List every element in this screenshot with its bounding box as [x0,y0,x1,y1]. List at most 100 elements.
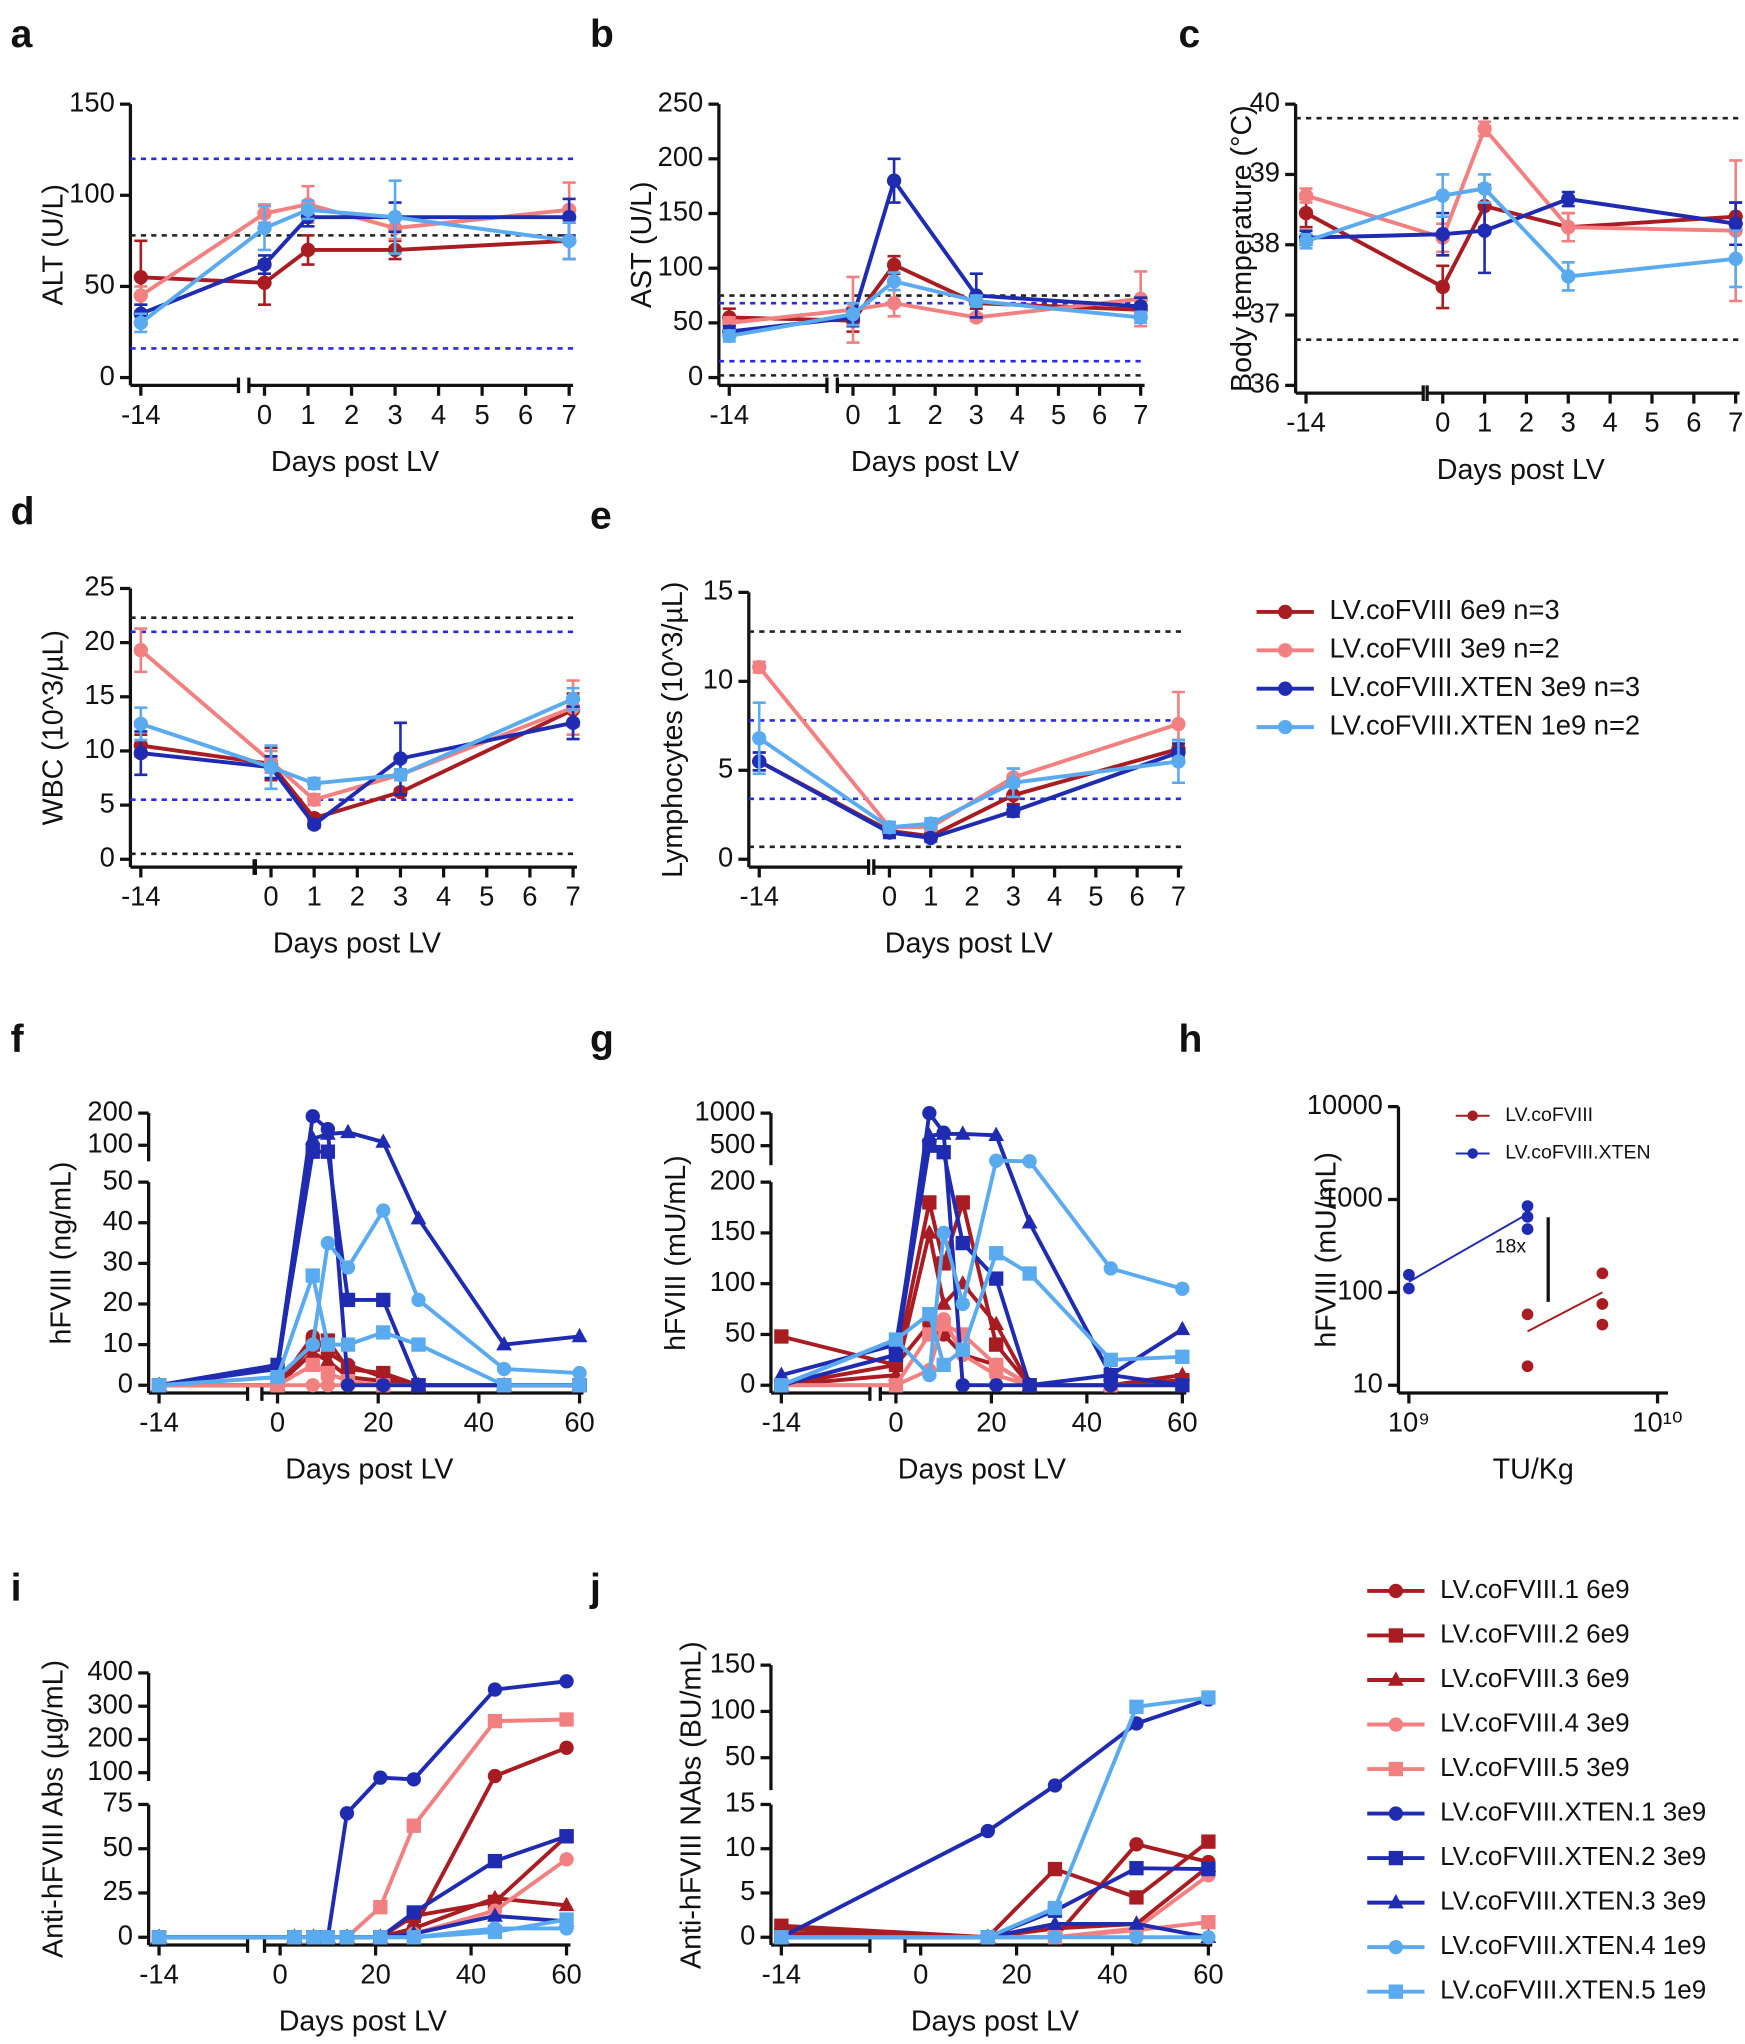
x-tick-label: 6 [1686,407,1701,438]
marker [320,1144,336,1159]
panel-label: j [589,1567,601,1610]
panel-label: i [11,1567,22,1610]
marker [1129,1890,1144,1905]
x-tick-label: 10⁹ [1388,1407,1430,1438]
y-tick-label: 15 [84,679,114,710]
y-tick-label: 50 [103,1831,133,1862]
marker [287,1930,302,1945]
y-tick-label: 20 [84,625,114,656]
marker [1133,299,1148,314]
y-tick-label: 100 [658,250,704,281]
y-axis-label: ALT (U/L) [37,184,69,305]
x-tick-label: -14 [762,1959,802,1990]
x-tick-label: 0 [270,1407,285,1438]
x-tick-label: 2 [350,881,365,912]
marker [955,1195,970,1210]
x-tick-label: 1 [1477,407,1492,438]
marker [774,1378,789,1393]
marker [888,1378,904,1393]
x-axis-label: Days post LV [285,1454,453,1486]
marker [886,296,902,311]
marker [752,659,767,675]
legend-marker [1387,1894,1404,1909]
legend-label: LV.coFVIII.1 6e9 [1440,1574,1629,1604]
marker [922,1105,937,1121]
marker [376,1325,391,1340]
y-axis-label: Anti-hFVIII NAbs (BU/mL) [675,1641,707,1969]
legend-marker [1387,1671,1404,1686]
marker [133,270,148,285]
marker [393,767,408,782]
marker [340,1260,356,1275]
x-tick-label: 5 [475,399,490,430]
marker [133,745,148,761]
x-tick-label: 60 [1193,1959,1223,1990]
legend-marker [1467,1148,1478,1159]
marker [1561,269,1576,284]
marker [1477,181,1492,196]
marker [935,1295,952,1310]
legend-marker [1388,1628,1404,1643]
point [1403,1282,1415,1295]
x-tick-label: 40 [1097,1959,1127,1990]
marker [1201,1690,1216,1705]
legend-marker [1388,1939,1404,1955]
marker [300,202,316,218]
x-tick-label: 6 [1092,399,1107,430]
y-axis-label: hFVIII (mU/mL) [660,1155,692,1351]
x-tick-label: 5 [1644,407,1659,438]
marker [559,1674,574,1689]
marker [411,1378,426,1393]
marker [1129,1699,1144,1714]
marker [1128,1915,1145,1930]
marker [133,643,148,658]
marker [1171,716,1186,732]
legend-label: LV.coFVIII 3e9 n=2 [1329,633,1559,664]
x-tick-label: 0 [882,881,897,912]
marker [1129,1837,1144,1852]
legend-label: LV.coFVIII 6e9 n=3 [1329,594,1559,625]
marker [133,288,148,303]
marker [888,1347,904,1362]
panel-label: e [590,494,612,537]
y-tick-label: 100 [69,178,115,209]
x-tick-label: 5 [1051,399,1066,430]
marker [340,1337,356,1352]
marker [565,715,581,730]
y-tick-label: 15 [725,1787,755,1818]
y-tick-label: 10000 [1307,1089,1383,1120]
y-tick-label: 200 [87,1095,133,1126]
marker [487,1682,503,1697]
x-tick-label: 3 [969,399,984,430]
legend-label: LV.coFVIII.XTEN.3 3e9 [1440,1885,1706,1915]
y-axis-label: hFVIII (mU/mL) [1311,1152,1343,1348]
point [1521,1200,1534,1212]
marker [1561,220,1576,235]
legend-marker [1388,1850,1404,1866]
marker [561,233,577,249]
x-tick-label: 20 [360,1959,390,1990]
marker [1047,1778,1063,1793]
marker [487,1924,503,1940]
x-tick-label: 20 [1001,1959,1031,1990]
x-tick-label: 0 [257,399,272,430]
y-tick-label: 10 [725,1831,755,1862]
marker [774,1329,789,1344]
x-tick-label: 4 [1603,407,1618,438]
marker [305,1337,320,1352]
x-tick-label: -14 [139,1959,179,1990]
legend-marker [1388,1984,1404,1999]
marker [882,820,897,835]
marker [886,257,902,273]
marker [561,209,577,225]
marker [306,1930,321,1945]
y-tick-label: 100 [710,1266,756,1297]
panel-label: c [1178,13,1200,56]
y-tick-label: 100 [1337,1275,1383,1306]
x-tick-label: 3 [387,399,402,430]
marker [406,1818,421,1833]
legend-label: LV.coFVIII.XTEN.5 1e9 [1440,1975,1706,2005]
marker [922,1306,937,1322]
y-axis-label: Body temperature (°C) [1226,105,1258,392]
marker [572,1365,587,1381]
